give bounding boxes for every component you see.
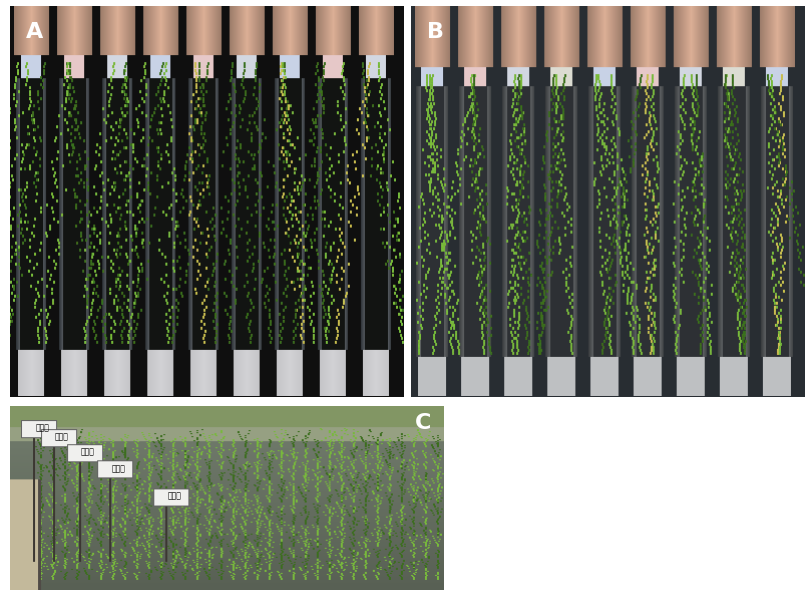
Text: C: C: [414, 413, 431, 433]
Text: 이대바: 이대바: [55, 433, 69, 442]
Text: 주남바: 주남바: [167, 491, 181, 500]
Text: 일미바: 일미바: [111, 464, 125, 473]
Text: A: A: [25, 21, 43, 42]
Text: 남평바: 남평바: [81, 447, 95, 457]
Text: B: B: [426, 21, 443, 42]
Text: 조대바: 조대바: [36, 423, 49, 432]
